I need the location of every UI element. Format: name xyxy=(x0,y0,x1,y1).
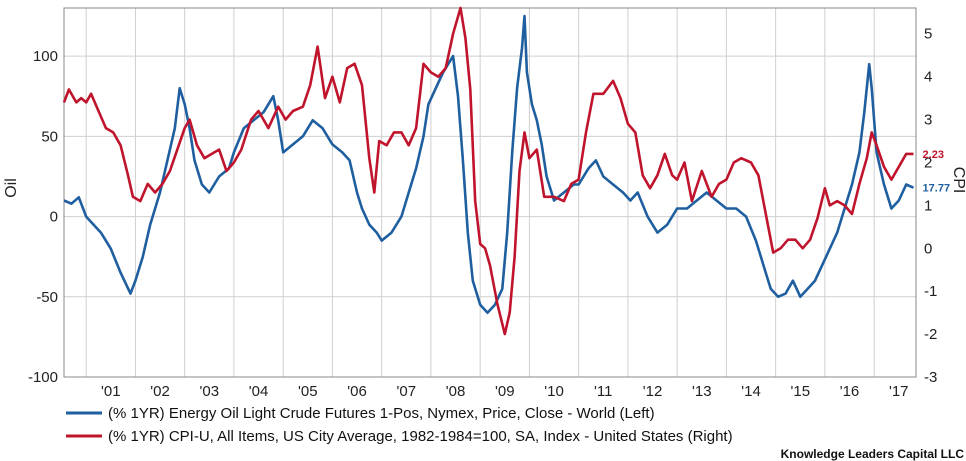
x-tick-label: '10 xyxy=(544,383,564,400)
series-layer xyxy=(62,6,915,336)
right-tick-label: 1 xyxy=(924,197,932,214)
credit-text: Knowledge Leaders Capital LLC xyxy=(781,447,965,461)
right-tick-label: -2 xyxy=(924,326,937,343)
series-line-oil xyxy=(63,14,915,315)
right-tick-label: 0 xyxy=(924,240,932,257)
end-label-cpi: 2.23 xyxy=(923,149,944,161)
plot-frame xyxy=(63,7,917,378)
legend-label-oil: (% 1YR) Energy Oil Light Crude Futures 1… xyxy=(108,405,655,422)
x-tick-label: '07 xyxy=(396,383,416,400)
x-tick-label: '04 xyxy=(249,383,269,400)
legend-label-cpi: (% 1YR) CPI-U, All Items, US City Averag… xyxy=(108,428,733,445)
left-axis-title: Oil xyxy=(3,178,20,198)
left-tick-label: 0 xyxy=(50,209,58,226)
x-tick-label: '17 xyxy=(889,383,909,400)
x-tick-label: '12 xyxy=(643,383,663,400)
x-tick-label: '14 xyxy=(741,383,761,400)
end-label-oil: 17.77 xyxy=(923,183,951,195)
x-tick-label: '05 xyxy=(298,383,318,400)
x-tick-label: '16 xyxy=(840,383,860,400)
right-tick-label: 2 xyxy=(924,154,932,171)
right-tick-label: 3 xyxy=(924,112,932,129)
right-tick-label: 4 xyxy=(924,69,932,86)
right-axis-ticks: -3 -2 -1 0 1 2 3 4 5 xyxy=(924,26,937,386)
series-line-cpi xyxy=(62,6,914,336)
x-tick-label: '01 xyxy=(101,383,121,400)
x-tick-label: '03 xyxy=(200,383,220,400)
x-tick-label: '02 xyxy=(150,383,170,400)
x-tick-label: '11 xyxy=(594,383,612,400)
right-tick-label: 5 xyxy=(924,26,932,43)
x-tick-label: '13 xyxy=(692,383,712,400)
x-tick-label: '06 xyxy=(347,383,367,400)
legend: (% 1YR) Energy Oil Light Crude Futures 1… xyxy=(66,405,733,445)
left-tick-label: -100 xyxy=(28,369,58,386)
left-tick-label: -50 xyxy=(36,289,58,306)
end-labels: 17.77 2.23 xyxy=(923,149,951,195)
right-axis-title: CPI xyxy=(950,167,966,194)
x-tick-label: '15 xyxy=(790,383,810,400)
left-axis-ticks: -100 -50 0 50 100 xyxy=(28,48,58,386)
left-tick-label: 50 xyxy=(41,128,58,145)
x-axis-ticks: '01 '02 '03 '04 '05 '06 '07 '08 '09 '10 '11 '12 '13 '… xyxy=(101,383,909,400)
left-tick-label: 100 xyxy=(33,48,58,65)
right-tick-label: -3 xyxy=(924,369,937,386)
right-tick-label: -1 xyxy=(924,283,937,300)
grid-lines xyxy=(64,8,916,378)
x-tick-label: '08 xyxy=(446,383,466,400)
x-tick-label: '09 xyxy=(495,383,515,400)
